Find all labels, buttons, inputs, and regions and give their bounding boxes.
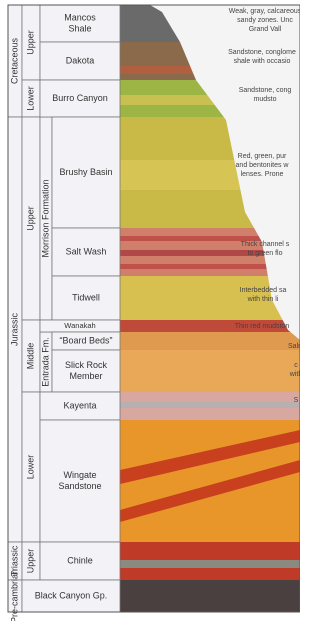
formation-label: Entrada Fm. (40, 337, 50, 387)
unit-name: Burro Canyon (52, 93, 108, 103)
period-label: Cretaceous (9, 37, 19, 84)
unit-name: Wanakah (64, 321, 95, 330)
unit-name: “Board Beds” (59, 335, 112, 345)
unit-description: Weak, gray, calcareous (229, 8, 300, 15)
unit-name: Shale (68, 23, 91, 33)
unit-name: Sandstone (58, 481, 101, 491)
unit-description: sandy zones. Unc (237, 17, 293, 24)
unit-name: Chinle (67, 555, 93, 565)
unit-name: Black Canyon Gp. (35, 590, 108, 600)
unit-description: Interbedded sa (240, 287, 287, 294)
unit-description: with thin li (247, 296, 279, 303)
unit-description: Thin red mudston (235, 323, 290, 330)
label-columns: CretaceousJurassicTriassicPre-cambrianUp… (8, 5, 120, 621)
epoch-label: Upper (25, 549, 35, 574)
unit-description: c (294, 362, 298, 369)
stratigraphic-column: Weak, gray, calcareous sandy zones. Unc Gr… (0, 0, 300, 621)
unit-name: Brushy Basin (59, 167, 112, 177)
unit-description: Sandstone, cong (239, 87, 292, 94)
unit-description: Salm (288, 343, 300, 350)
unit-description: to green flo (247, 250, 282, 257)
unit-name: Salt Wash (66, 246, 107, 256)
formation-label: Morrison Formation (40, 179, 50, 257)
unit-name: Slick Rock (65, 360, 108, 370)
unit-description: lenses. Prone (241, 171, 284, 178)
period-label: Pre-cambrian (9, 569, 19, 621)
unit-description: S (294, 397, 299, 404)
unit-description: mudsto (254, 96, 277, 103)
epoch-label: Upper (25, 206, 35, 231)
unit-description: Red, green, pur (238, 153, 287, 160)
unit-description: Sandstone, conglome (228, 49, 296, 56)
unit-description: Grand Vall (249, 26, 282, 33)
epoch-label: Lower (25, 86, 35, 111)
unit-name: Member (69, 371, 102, 381)
unit-name: Wingate (63, 470, 96, 480)
epoch-label: Lower (25, 455, 35, 480)
unit-description: with (289, 371, 300, 378)
unit-name: Kayenta (63, 400, 96, 410)
unit-name: Dakota (66, 55, 95, 65)
unit-name: Tidwell (72, 292, 100, 302)
unit-description: Thick channel s (241, 241, 290, 248)
unit-description: shale with occasio (234, 58, 291, 65)
epoch-label: Middle (25, 343, 35, 370)
unit-name: Mancos (64, 12, 96, 22)
unit-description: and bentonites w (236, 162, 290, 169)
period-label: Jurassic (9, 313, 19, 347)
epoch-label: Upper (25, 30, 35, 55)
